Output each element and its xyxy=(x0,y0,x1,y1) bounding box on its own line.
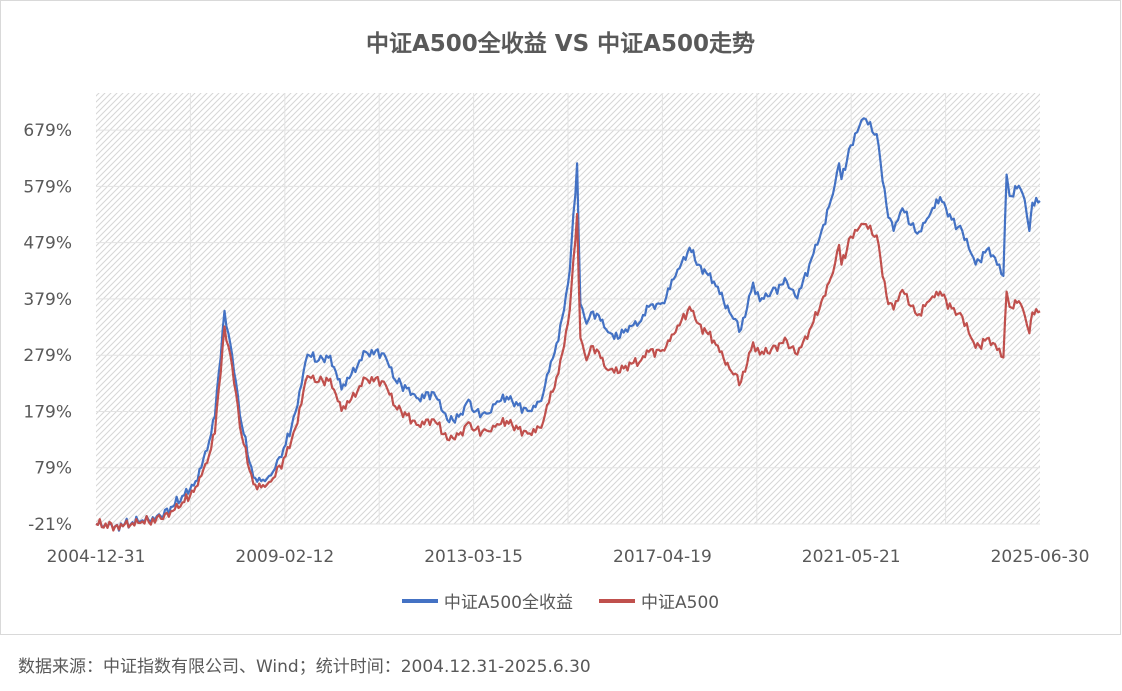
y-tick-label: 279% xyxy=(23,346,72,366)
legend-label-total-return: 中证A500全收益 xyxy=(443,593,573,613)
legend-swatch-total-return xyxy=(401,598,438,603)
x-tick-label: 2021-05-21 xyxy=(802,547,901,567)
series-line-total-return xyxy=(95,117,1041,532)
y-tick-label: 479% xyxy=(23,234,72,254)
x-tick-label: 2009-02-12 xyxy=(235,547,334,567)
x-tick-label: 2017-04-19 xyxy=(613,547,712,567)
x-axis-ticks: 2004-12-31 2009-02-12 2013-03-15 2017-04-19… xyxy=(47,547,1090,567)
x-tick-label: 2025-06-30 xyxy=(991,547,1090,567)
x-tick-label: 2013-03-15 xyxy=(424,547,523,567)
legend: 中证A500全收益 中证A500 xyxy=(0,588,1121,613)
y-tick-label: 79% xyxy=(34,459,72,479)
chart-title: 中证A500全收益 VS 中证A500走势 xyxy=(365,31,755,57)
legend-item-price: 中证A500 xyxy=(599,588,719,613)
y-tick-label: 379% xyxy=(23,290,72,310)
source-note: 数据来源：中证指数有限公司、Wind；统计时间：2004.12.31-2025.… xyxy=(18,657,591,677)
y-tick-label: 579% xyxy=(23,177,72,197)
gridlines xyxy=(96,93,1040,525)
legend-swatch-price xyxy=(599,598,635,603)
series-line-price xyxy=(95,212,1041,532)
legend-label-price: 中证A500 xyxy=(641,593,720,613)
y-tick-label: 679% xyxy=(23,121,72,141)
series-lines xyxy=(95,117,1041,532)
x-tick-label: 2004-12-31 xyxy=(47,547,146,567)
y-axis-ticks: -21% 79% 179% 279% 379% 479% 579% 679% xyxy=(23,121,72,535)
legend-item-total-return: 中证A500全收益 xyxy=(401,588,573,613)
y-tick-label: 179% xyxy=(23,402,72,422)
y-tick-label: -21% xyxy=(28,515,72,535)
